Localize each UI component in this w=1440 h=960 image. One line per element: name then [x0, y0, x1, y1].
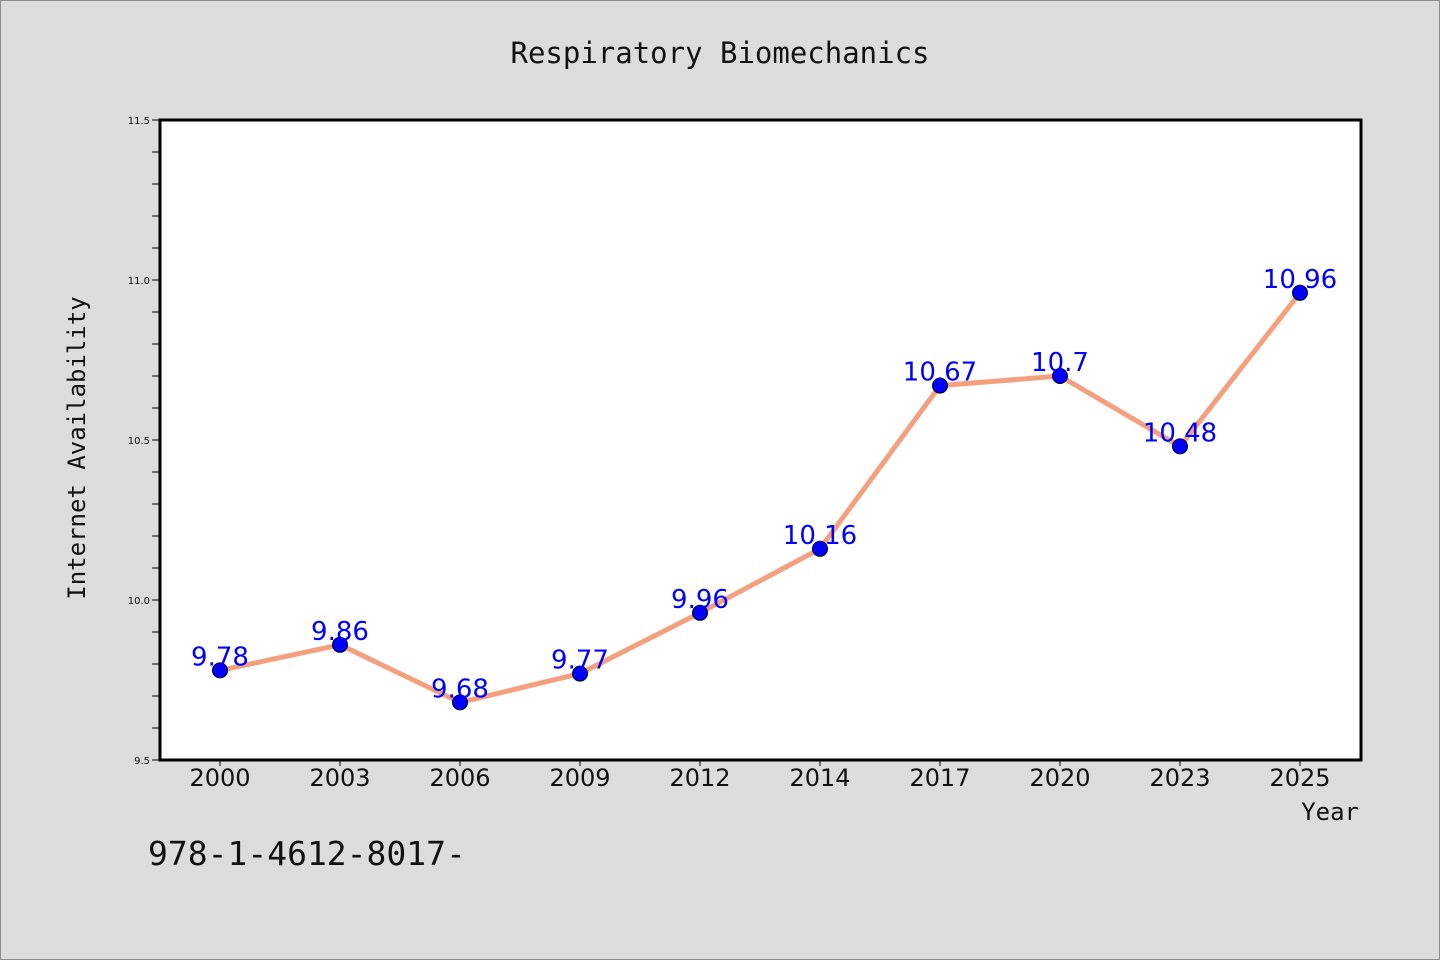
- x-tick-label: 2006: [429, 764, 490, 792]
- footnote-isbn: 978-1-4612-8017-: [148, 834, 466, 873]
- x-tick-label: 2003: [309, 764, 370, 792]
- data-label: 10.96: [1263, 265, 1337, 295]
- data-label: 9.78: [191, 642, 249, 672]
- data-point-marker: [1292, 284, 1308, 301]
- x-tick-label: 2017: [909, 764, 970, 792]
- y-tick-label: 11.5: [128, 116, 150, 127]
- data-point-marker: [452, 694, 468, 711]
- chart-title: Respiratory Biomechanics: [510, 36, 929, 70]
- data-label: 10.67: [903, 358, 977, 388]
- data-point-marker: [1052, 368, 1068, 384]
- x-tick-label: 2000: [189, 764, 250, 792]
- y-tick-label: 9.5: [134, 756, 150, 767]
- y-tick-label: 11.0: [128, 276, 150, 287]
- data-point-marker: [932, 377, 948, 394]
- x-axis: 2000 2003 2006 2009 2012 2014 2017 2020 2023 2025: [189, 760, 1331, 792]
- data-label: 9.68: [431, 674, 489, 704]
- data-label: 10.7: [1031, 348, 1089, 378]
- data-label: 10.48: [1143, 418, 1217, 448]
- data-point-marker: [1172, 438, 1188, 455]
- data-point-marker: [332, 636, 348, 653]
- data-point-marker: [692, 604, 708, 621]
- data-point-marker: [572, 665, 588, 682]
- y-tick-label: 10.0: [128, 596, 150, 607]
- data-label: 9.86: [311, 617, 369, 647]
- x-tick-label: 2009: [549, 764, 610, 792]
- data-label: 9.77: [551, 646, 609, 676]
- x-axis-title: Year: [1301, 798, 1359, 826]
- x-tick-label: 2025: [1269, 764, 1330, 792]
- y-tick-label: 10.5: [128, 436, 150, 447]
- data-labels: 9.78 9.86 9.68 9.77 9.96 10.16 10.67 10.7 10.48 1…: [191, 265, 1337, 705]
- x-tick-label: 2012: [669, 764, 730, 792]
- series-internet-availability: [212, 284, 1308, 711]
- data-label: 10.16: [783, 521, 857, 551]
- data-point-marker: [212, 662, 228, 679]
- data-label: 9.96: [671, 585, 729, 615]
- data-point-marker: [812, 540, 828, 557]
- series-line: [219, 291, 1302, 705]
- x-tick-label: 2020: [1029, 764, 1090, 792]
- y-axis: 9.5 10.0 10.5 11.0 11.5: [128, 116, 160, 767]
- x-tick-label: 2014: [789, 764, 850, 792]
- y-axis-title: Internet Availability: [63, 296, 91, 599]
- x-tick-label: 2023: [1149, 764, 1210, 792]
